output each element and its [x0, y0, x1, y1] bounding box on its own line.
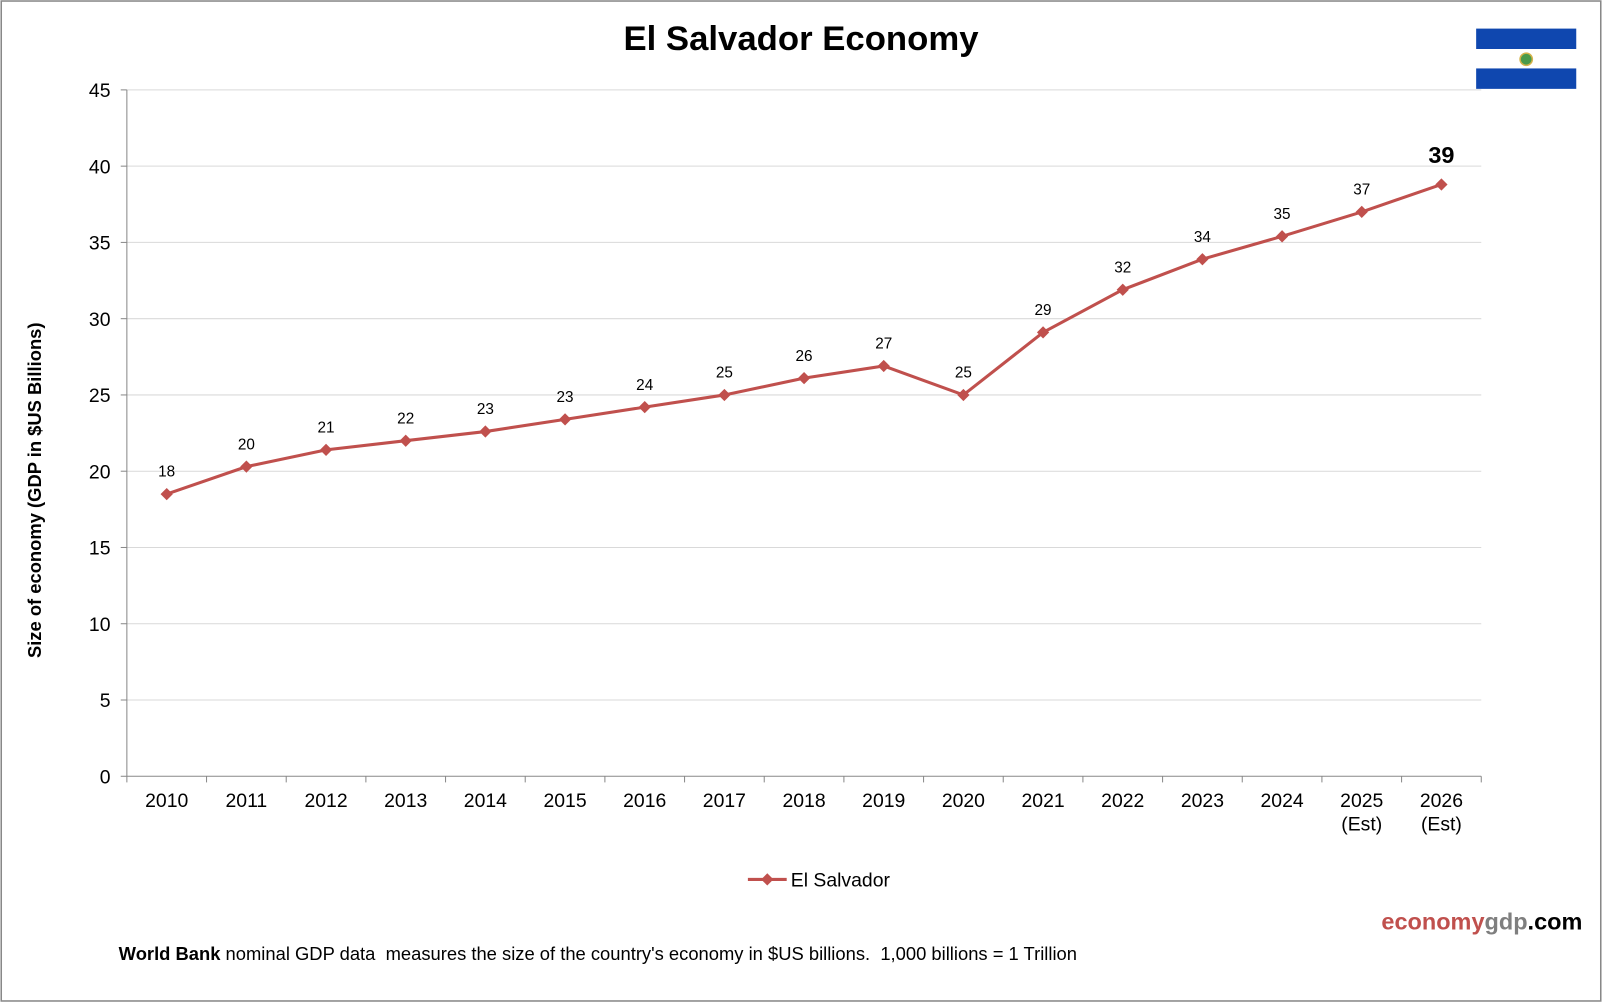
- data-point: [1355, 205, 1368, 219]
- x-tick-label: 2012: [304, 790, 347, 812]
- data-label: 35: [1274, 206, 1291, 223]
- y-tick-label: 30: [89, 309, 111, 331]
- flag-el-salvador: [1476, 28, 1577, 89]
- x-tick-label: 2020: [942, 790, 985, 812]
- data-label: 25: [716, 365, 733, 382]
- footer-note: World Bank nominal GDP data measures the…: [119, 943, 1077, 964]
- data-point: [638, 401, 651, 414]
- y-tick-label: 5: [100, 690, 111, 712]
- x-tick-label: 2014: [464, 790, 507, 812]
- x-tick-label: 2013: [384, 790, 427, 812]
- data-label: 27: [875, 336, 892, 353]
- x-tick-label: 2019: [862, 790, 905, 812]
- y-tick-label: 10: [89, 614, 111, 636]
- x-tick-label: 2023: [1181, 790, 1224, 812]
- data-label: 32: [1114, 259, 1131, 276]
- x-tick-label: 2015: [543, 790, 586, 812]
- x-tick-label: 2018: [782, 790, 825, 812]
- data-point: [718, 388, 731, 402]
- data-label: 24: [636, 377, 654, 394]
- data-point: [399, 434, 412, 447]
- x-tick-label: 2021: [1022, 790, 1065, 812]
- data-label: 39: [1428, 142, 1454, 168]
- data-label: 37: [1353, 182, 1370, 199]
- legend-label: El Salvador: [791, 870, 891, 892]
- y-tick-label: 15: [89, 538, 111, 560]
- x-tick-label: 2016: [623, 790, 666, 812]
- x-tick-label: 2022: [1101, 790, 1144, 812]
- legend-marker: [761, 873, 774, 886]
- y-tick-label: 40: [89, 156, 111, 178]
- y-tick-label: 25: [89, 385, 111, 407]
- data-point: [1275, 230, 1289, 243]
- y-tick-label: 0: [100, 766, 111, 788]
- x-tick-label: 2010: [145, 790, 188, 812]
- x-tick-label: 2026 (Est): [1420, 790, 1463, 835]
- legend: El Salvador: [747, 870, 891, 892]
- coat-of-arms-icon: [1519, 52, 1534, 67]
- data-label: 18: [158, 464, 175, 481]
- data-label: 22: [397, 410, 414, 427]
- data-label: 20: [238, 436, 255, 453]
- data-label: 29: [1035, 302, 1052, 319]
- data-point: [1435, 178, 1448, 191]
- data-point: [558, 413, 572, 426]
- brand-logo: economygdp.com: [1381, 908, 1582, 934]
- data-label: 23: [477, 401, 494, 418]
- y-tick-label: 35: [89, 233, 111, 255]
- chart-title: El Salvador Economy: [623, 20, 979, 58]
- data-label: 21: [318, 419, 335, 436]
- y-tick-label: 45: [89, 80, 111, 102]
- y-axis-label: Size of economy (GDP in $US Billions): [24, 322, 45, 658]
- data-point: [1036, 326, 1050, 339]
- data-label: 34: [1194, 229, 1212, 246]
- data-label: 25: [955, 365, 972, 382]
- x-tick-label: 2017: [703, 790, 746, 812]
- data-label: 23: [557, 389, 574, 406]
- x-tick-label: 2011: [226, 790, 268, 812]
- y-tick-label: 20: [89, 461, 111, 483]
- data-point: [160, 487, 173, 501]
- data-label: 26: [796, 348, 813, 365]
- data-point: [479, 425, 492, 438]
- x-tick-label: 2024: [1261, 790, 1304, 812]
- data-point: [240, 460, 253, 473]
- x-tick-label: 2025 (Est): [1340, 790, 1383, 835]
